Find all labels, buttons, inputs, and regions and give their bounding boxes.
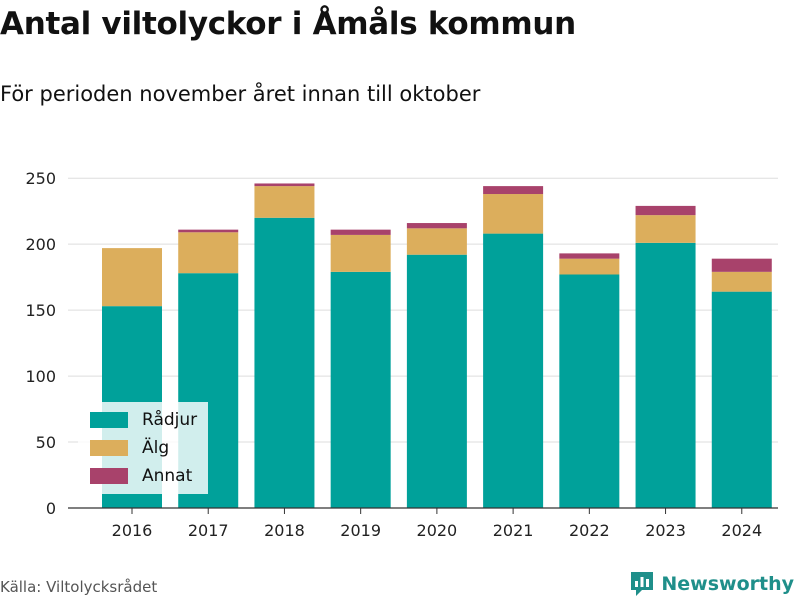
- bar-2020-älg: [406, 228, 467, 255]
- x-tick-label-2019: 2019: [340, 521, 381, 540]
- legend-swatch-radjur: [90, 412, 128, 428]
- axes: 0 50 100 150 200 250 2016 2017 2018 2019 2020 2021 2…: [25, 169, 778, 540]
- x-tick-label-2021: 2021: [493, 521, 534, 540]
- brand: Newsworthy: [629, 570, 794, 598]
- y-tick-label-100: 100: [25, 367, 56, 386]
- bar-2021-annat: [483, 186, 544, 195]
- legend-label-alg: Älg: [142, 438, 170, 458]
- bar-2016-älg: [102, 248, 162, 307]
- x-tick-label-2020: 2020: [417, 521, 458, 540]
- bar-2021-älg: [483, 194, 544, 234]
- chart-subtitle: För perioden november året innan till ok…: [0, 82, 481, 106]
- legend-swatch-alg: [90, 440, 128, 456]
- bar-2019-älg: [330, 234, 391, 272]
- bar-2019-annat: [330, 229, 391, 235]
- x-tick-label-2016: 2016: [112, 521, 153, 540]
- legend: Rådjur Älg Annat: [78, 402, 208, 494]
- legend-swatch-annat: [90, 468, 128, 484]
- legend-label-annat: Annat: [142, 466, 193, 486]
- y-tick-label-250: 250: [25, 169, 56, 188]
- x-tick-label-2017: 2017: [188, 521, 229, 540]
- x-tick-label-2024: 2024: [721, 521, 762, 540]
- bar-2022-annat: [559, 253, 620, 259]
- bar-2020-rådjur: [406, 254, 467, 508]
- bar-2024-annat: [711, 258, 772, 272]
- y-tick-label-0: 0: [46, 499, 56, 518]
- bar-2021-rådjur: [483, 233, 544, 508]
- bar-2023-älg: [635, 215, 696, 243]
- newsworthy-logo-icon: [631, 572, 654, 596]
- y-tick-label-50: 50: [36, 433, 56, 452]
- x-tick-label-2018: 2018: [264, 521, 305, 540]
- bar-2023-annat: [635, 205, 696, 216]
- bar-2017-annat: [178, 229, 239, 233]
- brand-name: Newsworthy: [661, 573, 794, 595]
- bar-2017-älg: [178, 232, 239, 274]
- legend-item-alg: Älg: [90, 438, 169, 458]
- legend-item-radjur: Rådjur: [90, 410, 197, 430]
- chart-title: Antal viltolyckor i Åmåls kommun: [0, 6, 576, 42]
- bar-2022-rådjur: [559, 274, 620, 508]
- bar-2022-älg: [559, 258, 620, 275]
- y-tick-label-200: 200: [25, 235, 56, 254]
- bar-2020-annat: [406, 223, 467, 229]
- bar-2023-rådjur: [635, 242, 696, 509]
- x-tick-label-2023: 2023: [645, 521, 686, 540]
- legend-label-radjur: Rådjur: [142, 410, 198, 430]
- bar-2024-älg: [711, 271, 772, 292]
- bar-2018-rådjur: [254, 217, 315, 508]
- bar-2019-rådjur: [330, 271, 391, 508]
- legend-item-annat: Annat: [90, 466, 192, 486]
- y-tick-label-150: 150: [25, 301, 56, 320]
- bar-2024-rådjur: [711, 291, 772, 508]
- source-note: Källa: Viltolycksrådet: [0, 578, 158, 596]
- x-tick-label-2022: 2022: [569, 521, 610, 540]
- bar-2018-älg: [254, 186, 315, 218]
- bar-2018-annat: [254, 183, 315, 187]
